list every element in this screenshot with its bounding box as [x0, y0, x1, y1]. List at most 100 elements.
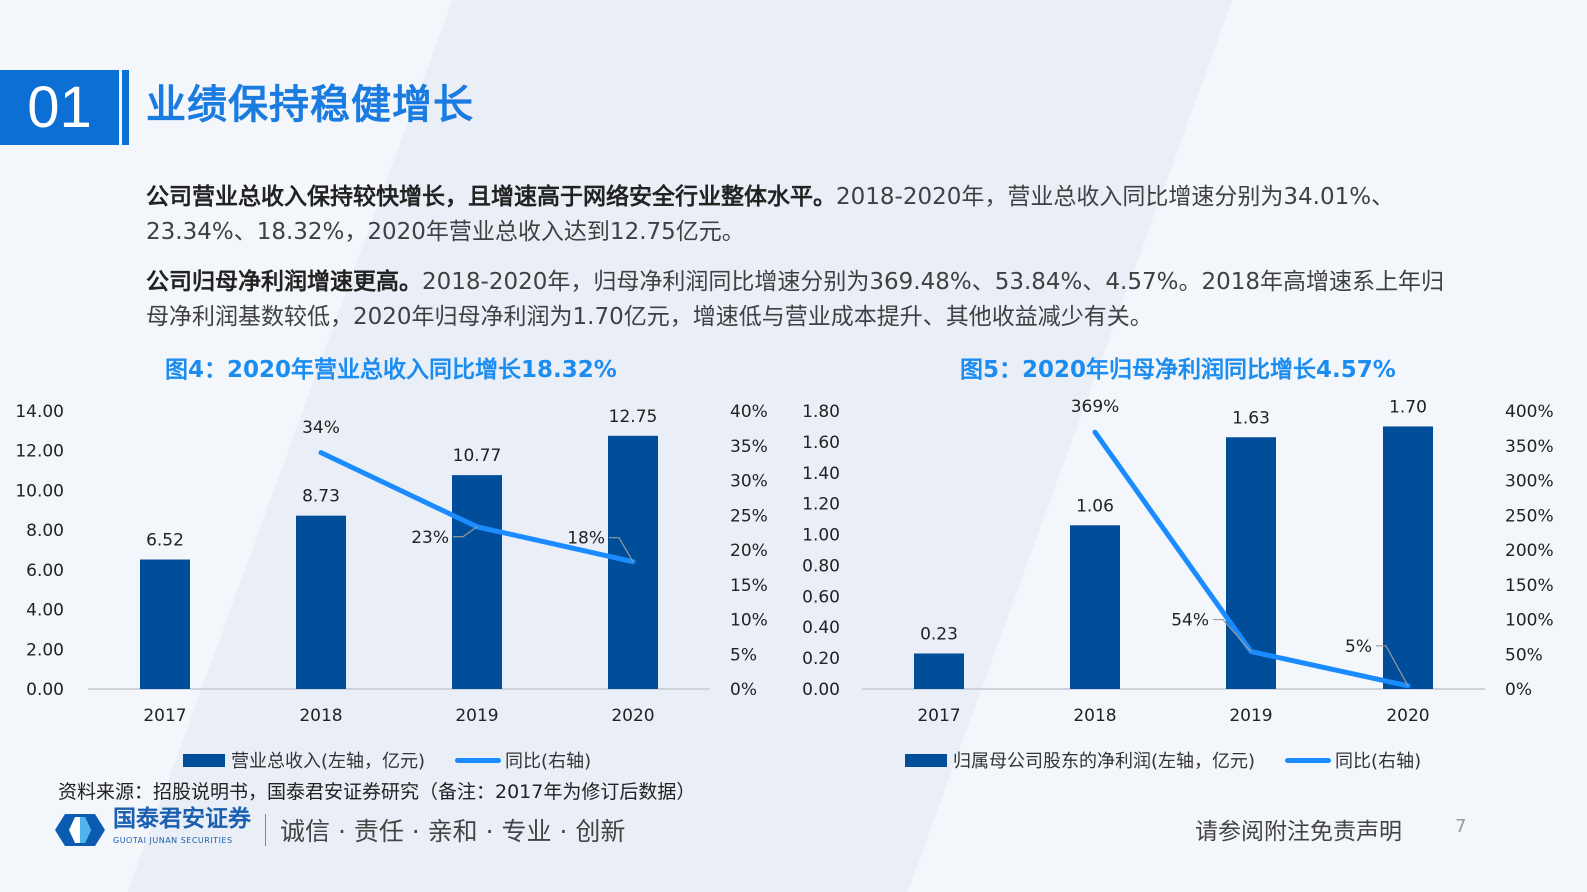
x-axis-tick: 2017 [917, 706, 960, 726]
label-leader-line [1376, 645, 1409, 687]
bar-value-label: 1.70 [1389, 397, 1427, 417]
chart-title-revenue: 图4：2020年营业总收入同比增长18.32% [165, 357, 617, 383]
line-value-label: 23% [411, 528, 449, 548]
left-axis-tick: 12.00 [15, 442, 64, 462]
disclaimer: 请参阅附注免责声明 [1195, 819, 1402, 845]
logo-icon [55, 814, 105, 846]
left-axis-tick: 14.00 [15, 402, 64, 422]
logo-cn: 国泰君安证券 [113, 806, 251, 832]
right-axis-tick: 200% [1505, 541, 1554, 561]
section-number: 01 [0, 70, 119, 145]
x-axis-tick: 2018 [299, 706, 342, 726]
right-axis-tick: 0% [730, 680, 757, 700]
legend-line-swatch [1285, 757, 1332, 763]
legend-line-swatch [455, 757, 502, 763]
line-value-label: 369% [1071, 397, 1120, 417]
left-axis-tick: 1.40 [802, 464, 840, 484]
slogan: 诚信 · 责任 · 亲和 · 专业 · 创新 [280, 817, 626, 846]
logo-divider [265, 814, 266, 846]
left-axis-tick: 8.00 [26, 521, 64, 541]
x-axis-tick: 2018 [1073, 706, 1116, 726]
left-axis-tick: 2.00 [26, 640, 64, 660]
label-leader-line [1213, 618, 1252, 652]
left-axis-tick: 0.40 [802, 618, 840, 638]
legend-revenue: 营业总收入(左轴，亿元) 同比(右轴) [183, 747, 591, 773]
line-value-label: 5% [1345, 637, 1372, 657]
logo-text: 国泰君安证券 GUOTAI JUNAN SECURITIES [113, 808, 251, 852]
label-leader-line [609, 537, 634, 562]
right-axis-tick: 300% [1505, 472, 1554, 492]
line-value-label: 18% [567, 529, 605, 549]
right-axis-tick: 400% [1505, 402, 1554, 422]
right-axis-tick: 30% [730, 472, 768, 492]
legend-bar-swatch [183, 753, 225, 767]
bar-value-label: 8.73 [302, 487, 340, 507]
bar [1070, 525, 1120, 689]
bar [1383, 426, 1433, 689]
company-logo: 国泰君安证券 GUOTAI JUNAN SECURITIES 诚信 · 责任 · … [55, 808, 625, 852]
legend-label: 营业总收入(左轴，亿元) [231, 751, 426, 772]
page-title: 业绩保持稳健增长 [146, 82, 474, 128]
paragraph-bold: 公司归母净利润增速更高。 [146, 269, 422, 295]
right-axis-tick: 15% [730, 576, 768, 596]
right-axis-tick: 20% [730, 541, 768, 561]
legend-bar-swatch [905, 753, 947, 767]
left-axis-tick: 0.60 [802, 587, 840, 607]
x-axis-tick: 2019 [455, 706, 498, 726]
left-axis-tick: 1.80 [802, 402, 840, 422]
label-leader-line [453, 526, 478, 538]
legend-profit: 归属母公司股东的净利润(左轴，亿元) 同比(右轴) [905, 747, 1421, 773]
x-axis-tick: 2020 [611, 706, 654, 726]
left-axis-tick: 1.60 [802, 433, 840, 453]
left-axis-tick: 0.80 [802, 556, 840, 576]
bar [452, 475, 502, 689]
right-axis-tick: 50% [1505, 645, 1543, 665]
x-axis-tick: 2017 [143, 706, 186, 726]
logo-en: GUOTAI JUNAN SECURITIES [113, 836, 233, 845]
right-axis-tick: 5% [730, 645, 757, 665]
chart-title-profit: 图5：2020年归母净利润同比增长4.57% [960, 357, 1396, 383]
left-axis-tick: 6.00 [26, 561, 64, 581]
bar-value-label: 6.52 [146, 531, 184, 551]
paragraph-revenue: 公司营业总收入保持较快增长，且增速高于网络安全行业整体水平。2018-2020年… [146, 180, 1446, 250]
bar-value-label: 0.23 [920, 624, 958, 644]
right-axis-tick: 100% [1505, 611, 1554, 631]
bar-value-label: 1.63 [1232, 408, 1270, 428]
bar-value-label: 1.06 [1076, 496, 1114, 516]
bar [914, 653, 964, 689]
paragraph-profit: 公司归母净利润增速更高。2018-2020年，归母净利润同比增速分别为369.4… [146, 265, 1446, 335]
left-axis-tick: 0.00 [26, 680, 64, 700]
right-axis-tick: 10% [730, 611, 768, 631]
legend-label: 同比(右轴) [505, 751, 592, 772]
bar [140, 559, 190, 689]
left-axis-tick: 0.20 [802, 649, 840, 669]
bar-value-label: 10.77 [453, 446, 502, 466]
right-axis-tick: 25% [730, 506, 768, 526]
bar-value-label: 12.75 [609, 407, 658, 427]
left-axis-tick: 0.00 [802, 680, 840, 700]
right-axis-tick: 40% [730, 402, 768, 422]
x-axis-tick: 2020 [1386, 706, 1429, 726]
left-axis-tick: 1.20 [802, 495, 840, 515]
section-divider [122, 70, 129, 145]
legend-label: 同比(右轴) [1335, 751, 1422, 772]
right-axis-tick: 150% [1505, 576, 1554, 596]
paragraph-text: 2018-2020年，归母净利润同比增速分别为369.48%、53.84%、4.… [146, 269, 1444, 330]
right-axis-tick: 350% [1505, 437, 1554, 457]
page-number: 7 [1455, 816, 1467, 837]
left-axis-tick: 1.00 [802, 526, 840, 546]
paragraph-bold: 公司营业总收入保持较快增长，且增速高于网络安全行业整体水平。 [146, 184, 836, 210]
legend-label: 归属母公司股东的净利润(左轴，亿元) [953, 751, 1256, 772]
bar [1226, 437, 1276, 689]
line-value-label: 54% [1171, 611, 1209, 631]
left-axis-tick: 10.00 [15, 481, 64, 501]
right-axis-tick: 0% [1505, 680, 1532, 700]
source-note: 资料来源：招股说明书，国泰君安证券研究（备注：2017年为修订后数据） [58, 781, 696, 803]
left-axis-tick: 4.00 [26, 601, 64, 621]
right-axis-tick: 35% [730, 437, 768, 457]
bar [296, 515, 346, 689]
right-axis-tick: 250% [1505, 506, 1554, 526]
x-axis-tick: 2019 [1229, 706, 1272, 726]
line-value-label: 34% [302, 418, 340, 438]
